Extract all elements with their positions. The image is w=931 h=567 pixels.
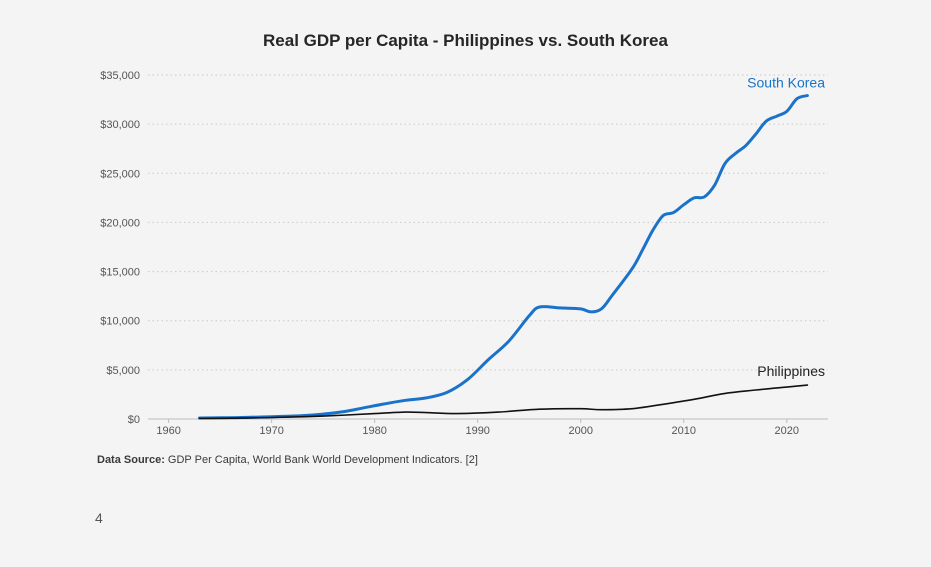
philippines-line [198, 384, 809, 420]
gridlines [148, 74, 828, 371]
x-tick-label: 2020 [775, 425, 799, 437]
y-tick-label: $5,000 [106, 365, 140, 377]
x-tick-label: 2000 [568, 425, 592, 437]
y-tick-label: $25,000 [100, 168, 140, 180]
y-axis-ticks: $0 $5,000 $10,000 $15,000 $20,000 $25,000 $30,… [100, 70, 140, 426]
south-korea-label: South Korea [747, 75, 825, 91]
y-tick-label: $0 [128, 414, 140, 426]
x-tick-label: 1970 [259, 425, 283, 437]
series-labels: South Korea Philippines [747, 75, 825, 379]
page-number: 4 [95, 510, 103, 526]
x-tick-label: 1960 [156, 425, 180, 437]
data-source-text: GDP Per Capita, World Bank World Develop… [164, 454, 478, 466]
chart-title: Real GDP per Capita - Philippines vs. So… [263, 31, 668, 50]
x-tick-label: 1990 [465, 425, 489, 437]
data-source-note: Data Source: GDP Per Capita, World Bank … [97, 454, 478, 466]
y-tick-label: $15,000 [100, 267, 140, 279]
philippines-label: Philippines [757, 363, 825, 379]
series-lines [198, 94, 809, 420]
y-tick-label: $20,000 [100, 217, 140, 229]
y-tick-label: $35,000 [100, 70, 140, 82]
y-tick-label: $10,000 [100, 316, 140, 328]
data-source-label: Data Source: [97, 454, 165, 466]
x-tick-label: 2010 [672, 425, 696, 437]
x-axis-ticks: 1960 1970 1980 1990 2000 2010 2020 [156, 419, 799, 437]
x-tick-label: 1980 [362, 425, 386, 437]
y-tick-label: $30,000 [100, 119, 140, 131]
south-korea-line [198, 94, 809, 420]
